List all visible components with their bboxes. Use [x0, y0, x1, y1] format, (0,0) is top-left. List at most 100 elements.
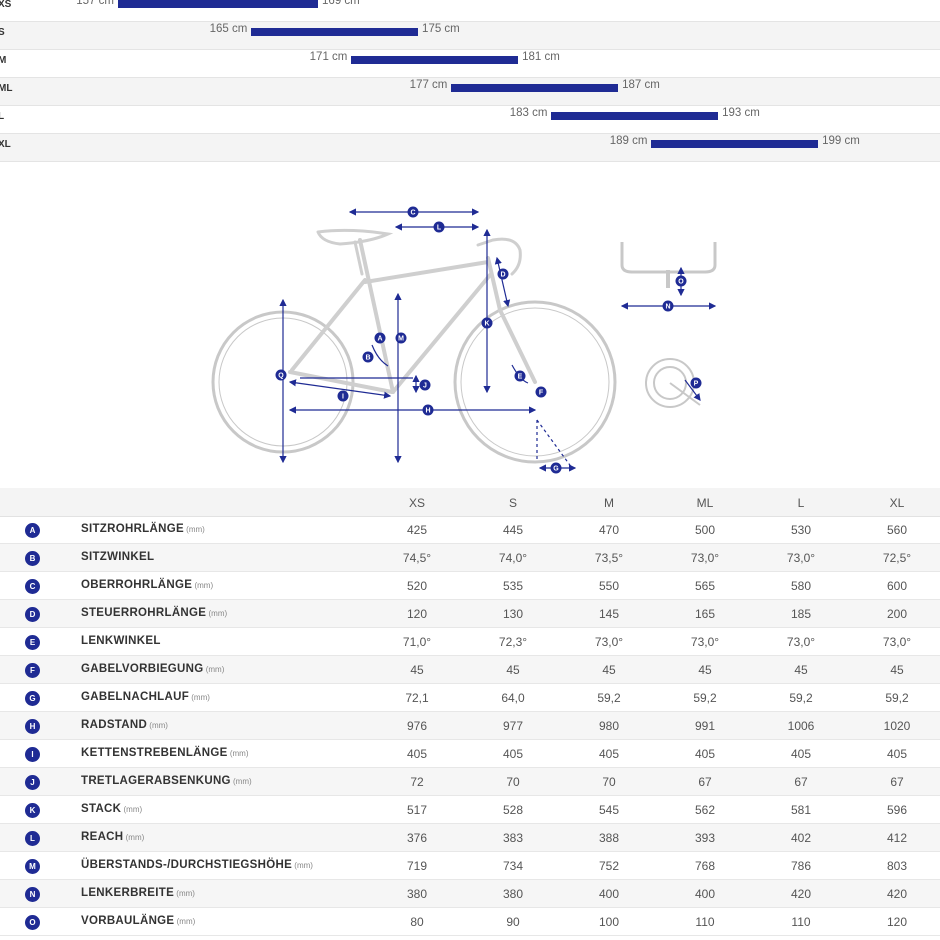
measurement-code-badge: G: [25, 691, 40, 706]
measurement-code-badge: A: [25, 523, 40, 538]
bike-diagram-svg: A B C D E F G H I J K L M N O P Q: [211, 206, 717, 474]
diagram-label-m: M: [395, 332, 407, 344]
table-cell: 64,0: [501, 691, 525, 705]
table-row: I KETTENSTREBENLÄNGE (mm) 405 405 405 405 405 4…: [0, 740, 940, 768]
table-row: H RADSTAND (mm) 976 977 980 991 1006 1020: [0, 712, 940, 740]
table-cell: 80: [410, 915, 424, 929]
table-cell: 59,2: [597, 691, 621, 705]
table-cell: 45: [794, 663, 808, 677]
table-cell: 72: [410, 775, 424, 789]
height-min-label: 157 cm: [76, 0, 114, 7]
height-max-label: 175 cm: [422, 23, 460, 35]
dimension-lines: [279, 208, 717, 472]
table-cell: 520: [406, 579, 428, 593]
height-range-bar: [551, 112, 719, 120]
table-cell: 977: [502, 719, 524, 733]
table-cell: 580: [790, 579, 812, 593]
measurement-name: SITZROHRLÄNGE (mm): [81, 523, 205, 535]
measurement-name: LENKWINKEL: [81, 635, 161, 647]
diagram-label-f: F: [535, 386, 547, 398]
measurement-code-badge: D: [25, 607, 40, 622]
table-cell: 530: [790, 523, 812, 537]
size-label: XL: [0, 139, 11, 150]
table-cell: 45: [890, 663, 904, 677]
svg-text:H: H: [425, 408, 430, 415]
table-cell: 67: [890, 775, 904, 789]
height-max-label: 187 cm: [622, 79, 660, 91]
handlebar-icon: [620, 242, 717, 288]
measurement-unit: (mm): [206, 609, 228, 618]
table-cell: 100: [598, 915, 620, 929]
rider-height-row: M 171 cm 181 cm: [0, 50, 940, 78]
measurement-unit: (mm): [174, 889, 195, 898]
measurement-unit: (mm): [292, 861, 313, 870]
size-column-header: XS: [408, 496, 425, 510]
measurement-name: STEUERROHRLÄNGE (mm): [81, 607, 228, 619]
table-cell: 45: [602, 663, 616, 677]
table-cell: 445: [502, 523, 524, 537]
diagram-label-b: B: [362, 351, 374, 363]
measurement-code-badge: L: [25, 831, 40, 846]
svg-text:O: O: [678, 279, 684, 286]
table-row: J TRETLAGERABSENKUNG (mm) 72 70 70 67 67 67: [0, 768, 940, 796]
table-cell: 1020: [883, 719, 911, 733]
table-cell: 110: [695, 915, 715, 929]
table-cell: 72,1: [405, 691, 429, 705]
table-cell: 45: [410, 663, 424, 677]
table-row: D STEUERROHRLÄNGE (mm) 120 130 145 165 185 200: [0, 600, 940, 628]
diagram-label-l: L: [433, 221, 445, 233]
height-max-label: 193 cm: [722, 107, 760, 119]
measurement-code-badge: I: [25, 747, 40, 762]
height-range-bar: [118, 0, 319, 8]
height-max-label: 181 cm: [522, 51, 560, 63]
measurement-unit: (mm): [183, 525, 205, 534]
table-row: O VORBAULÄNGE (mm) 80 90 100 110 110 120: [0, 908, 940, 936]
size-label: M: [0, 55, 7, 66]
measurement-unit: (mm): [121, 805, 143, 814]
table-cell: 383: [502, 831, 524, 845]
measurement-unit: (mm): [189, 693, 210, 702]
table-cell: 120: [886, 915, 908, 929]
table-cell: 550: [598, 579, 620, 593]
table-cell: 388: [598, 831, 620, 845]
measurement-unit: (mm): [147, 721, 168, 730]
table-cell: 405: [406, 747, 428, 761]
size-label: L: [0, 111, 5, 122]
table-cell: 565: [694, 579, 716, 593]
table-cell: 130: [502, 607, 524, 621]
table-cell: 1006: [787, 719, 815, 733]
table-cell: 74,0°: [498, 551, 528, 565]
height-range-bar: [251, 28, 419, 36]
table-cell: 405: [694, 747, 716, 761]
table-cell: 185: [790, 607, 812, 621]
table-cell: 145: [598, 607, 620, 621]
table-row: C OBERROHRLÄNGE (mm) 520 535 550 565 580 600: [0, 572, 940, 600]
height-range-bar: [351, 56, 519, 64]
table-cell: 470: [598, 523, 620, 537]
measurement-name: KETTENSTREBENLÄNGE (mm): [81, 747, 249, 759]
table-cell: 581: [790, 803, 812, 817]
table-cell: 500: [694, 523, 716, 537]
table-cell: 71,0°: [402, 635, 432, 649]
measurement-code-badge: K: [25, 803, 40, 818]
measurement-unit: (mm): [174, 917, 196, 926]
measurement-name: STACK (mm): [81, 803, 143, 815]
size-column-header: XL: [889, 496, 905, 510]
height-max-label: 199 cm: [822, 135, 860, 147]
measurement-name: VORBAULÄNGE (mm): [81, 915, 196, 927]
rider-height-row: L 183 cm 193 cm: [0, 106, 940, 134]
svg-text:I: I: [342, 394, 344, 401]
diagram-label-i: I: [337, 390, 349, 402]
svg-text:F: F: [539, 390, 544, 397]
table-cell: 67: [698, 775, 712, 789]
size-label: S: [0, 27, 5, 38]
measurement-unit: (mm): [123, 833, 145, 842]
measurement-unit: (mm): [203, 665, 225, 674]
diagram-labels: A B C D E F G H I J K L M N O P Q: [275, 206, 702, 474]
table-cell: 405: [790, 747, 812, 761]
table-cell: 768: [694, 859, 716, 873]
measurement-name: GABELNACHLAUF (mm): [81, 691, 210, 703]
measurement-name: TRETLAGERABSENKUNG (mm): [81, 775, 252, 787]
table-cell: 412: [886, 831, 908, 845]
table-cell: 517: [406, 803, 428, 817]
